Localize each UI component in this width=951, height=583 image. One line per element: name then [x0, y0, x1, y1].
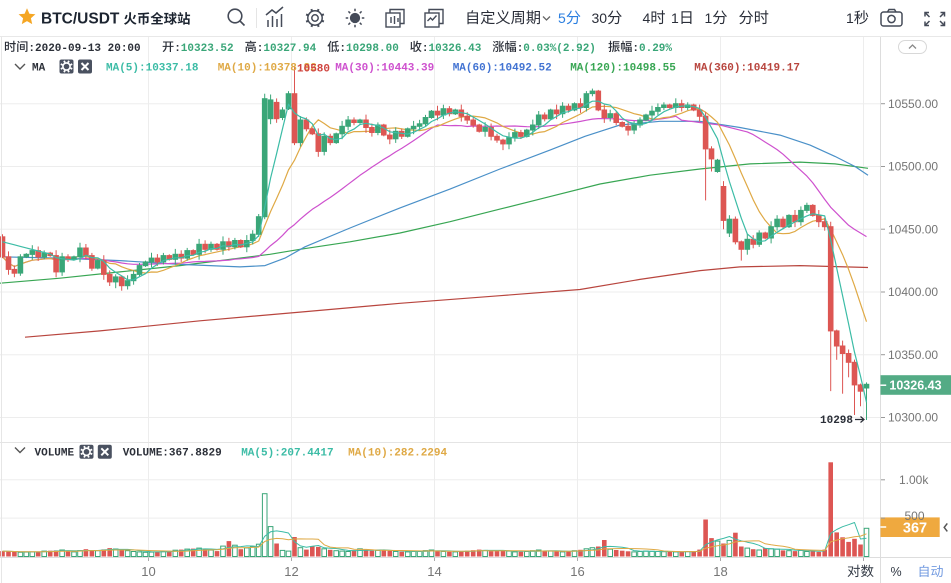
svg-text:4: 4	[643, 10, 651, 26]
svg-text::: :	[174, 43, 181, 55]
svg-text:30: 30	[592, 10, 608, 26]
svg-text:VOLUME: VOLUME	[35, 447, 75, 459]
svg-text:MA(5):207.4417: MA(5):207.4417	[241, 447, 333, 459]
svg-text:14: 14	[427, 564, 441, 579]
svg-text:10350.00: 10350.00	[888, 348, 938, 362]
svg-text:18: 18	[713, 564, 727, 579]
svg-text:10326.43: 10326.43	[889, 378, 941, 392]
svg-text:MA: MA	[32, 63, 46, 75]
svg-text:10326.43: 10326.43	[429, 43, 482, 55]
svg-text:0.03%(2.92): 0.03%(2.92)	[523, 43, 596, 55]
svg-text::: :	[257, 43, 264, 55]
svg-text:10300.00: 10300.00	[888, 411, 938, 425]
svg-text::: :	[632, 43, 639, 55]
svg-text:0.29%: 0.29%	[639, 43, 672, 55]
svg-text::: :	[517, 43, 524, 55]
svg-text:1: 1	[846, 10, 854, 26]
svg-text:10450.00: 10450.00	[888, 222, 938, 236]
svg-text:10550.00: 10550.00	[888, 97, 938, 111]
svg-text:10400.00: 10400.00	[888, 285, 938, 299]
svg-text:16: 16	[570, 564, 584, 579]
svg-text:10298.00: 10298.00	[346, 43, 399, 55]
svg-text:VOLUME:367.8829: VOLUME:367.8829	[123, 447, 222, 459]
svg-text:10298: 10298	[820, 415, 860, 427]
svg-text::: :	[28, 43, 35, 55]
svg-text:MA(360):10419.17: MA(360):10419.17	[694, 63, 800, 75]
svg-text:MA(10):282.2294: MA(10):282.2294	[348, 447, 447, 459]
svg-text:2020-09-13 20:00: 2020-09-13 20:00	[35, 43, 141, 55]
svg-text:367: 367	[903, 520, 927, 536]
svg-text:BTC/USDT: BTC/USDT	[41, 11, 120, 28]
svg-text:%: %	[891, 565, 902, 579]
svg-text:500: 500	[905, 509, 925, 523]
svg-text:10327.94: 10327.94	[263, 43, 316, 55]
svg-text:10580: 10580	[297, 64, 330, 76]
svg-text:10323.52: 10323.52	[181, 43, 234, 55]
svg-text:MA(30):10443.39: MA(30):10443.39	[335, 63, 434, 75]
svg-text:MA(10):10378.82: MA(10):10378.82	[218, 63, 317, 75]
svg-text::: :	[339, 43, 346, 55]
svg-text:MA(120):10498.55: MA(120):10498.55	[570, 63, 676, 75]
svg-text:1.00k: 1.00k	[899, 473, 929, 487]
svg-text:1: 1	[671, 10, 679, 26]
svg-text:12: 12	[284, 564, 298, 579]
svg-text:5: 5	[558, 10, 566, 26]
svg-text:MA(5):10337.18: MA(5):10337.18	[106, 63, 199, 75]
svg-text:10: 10	[141, 564, 155, 579]
svg-text::: :	[422, 43, 429, 55]
svg-text:MA(60):10492.52: MA(60):10492.52	[453, 63, 552, 75]
svg-text:1: 1	[705, 10, 713, 26]
svg-text:10500.00: 10500.00	[888, 160, 938, 174]
